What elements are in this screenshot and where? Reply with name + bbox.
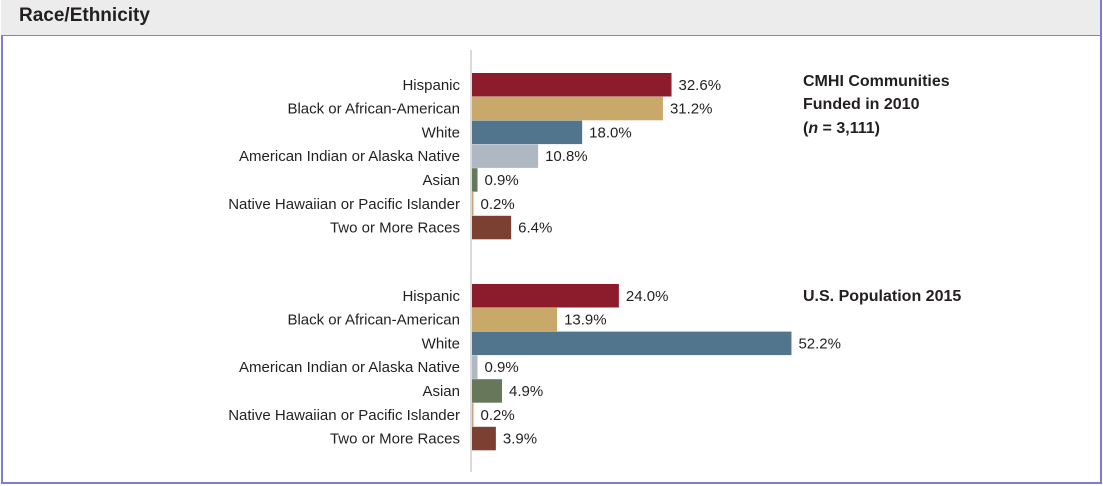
category-label-native-hawaiian-or-pacific-islander: Native Hawaiian or Pacific Islander <box>228 196 460 213</box>
category-label-two-or-more-races: Two or More Races <box>330 431 460 448</box>
bar-native-hawaiian-or-pacific-islander-series-0 <box>472 192 474 216</box>
value-label-black-or-african-american-series-1: 13.9% <box>564 312 607 329</box>
category-label-white: White <box>422 124 460 141</box>
category-label-black-or-african-american: Black or African-American <box>287 312 460 329</box>
value-label-hispanic-series-0: 32.6% <box>679 77 722 94</box>
value-label-hispanic-series-1: 24.0% <box>626 288 669 305</box>
bar-asian-series-1 <box>472 379 502 403</box>
value-label-american-indian-or-alaska-native-series-0: 10.8% <box>545 148 588 165</box>
category-label-black-or-african-american: Black or African-American <box>287 101 460 118</box>
bar-hispanic-series-0 <box>472 73 672 97</box>
category-label-hispanic: Hispanic <box>402 77 460 94</box>
category-label-two-or-more-races: Two or More Races <box>330 220 460 237</box>
category-label-american-indian-or-alaska-native: American Indian or Alaska Native <box>239 359 460 376</box>
panel-title: Race/Ethnicity <box>19 5 150 26</box>
category-label-hispanic: Hispanic <box>402 288 460 305</box>
value-label-asian-series-0: 0.9% <box>485 172 519 189</box>
bar-two-or-more-races-series-0 <box>472 215 512 240</box>
bar-hispanic-series-1 <box>472 284 619 308</box>
bar-asian-series-0 <box>472 168 478 192</box>
series-title-0-line-1: Funded in 2010 <box>803 96 920 113</box>
value-label-two-or-more-races-series-0: 6.4% <box>518 220 552 237</box>
bar-two-or-more-races-series-1 <box>472 426 496 451</box>
panel-header: Race/Ethnicity <box>1 0 1100 36</box>
category-label-american-indian-or-alaska-native: American Indian or Alaska Native <box>239 148 460 165</box>
value-label-black-or-african-american-series-0: 31.2% <box>670 101 713 118</box>
bar-black-or-african-american-series-1 <box>472 307 558 332</box>
value-label-native-hawaiian-or-pacific-islander-series-0: 0.2% <box>481 196 515 213</box>
value-label-two-or-more-races-series-1: 3.9% <box>503 431 537 448</box>
value-label-american-indian-or-alaska-native-series-1: 0.9% <box>485 359 519 376</box>
category-label-white: White <box>422 335 460 352</box>
category-label-asian: Asian <box>422 383 460 400</box>
bar-american-indian-or-alaska-native-series-0 <box>472 144 539 168</box>
bar-american-indian-or-alaska-native-series-1 <box>472 355 478 379</box>
series-title-0-line-0: CMHI Communities <box>803 73 950 90</box>
value-label-white-series-0: 18.0% <box>589 124 632 141</box>
bar-white-series-0 <box>472 120 583 145</box>
bar-black-or-african-american-series-0 <box>472 96 663 121</box>
bar-native-hawaiian-or-pacific-islander-series-1 <box>472 403 474 427</box>
series-title-0-line-2: (n = 3,111) <box>803 120 880 137</box>
series-title-1-line-0: U.S. Population 2015 <box>803 288 961 305</box>
value-label-white-series-1: 52.2% <box>798 335 841 352</box>
bar-white-series-1 <box>472 331 792 356</box>
value-label-asian-series-1: 4.9% <box>509 383 543 400</box>
category-label-asian: Asian <box>422 172 460 189</box>
value-label-native-hawaiian-or-pacific-islander-series-1: 0.2% <box>481 407 515 424</box>
category-label-native-hawaiian-or-pacific-islander: Native Hawaiian or Pacific Islander <box>228 407 460 424</box>
